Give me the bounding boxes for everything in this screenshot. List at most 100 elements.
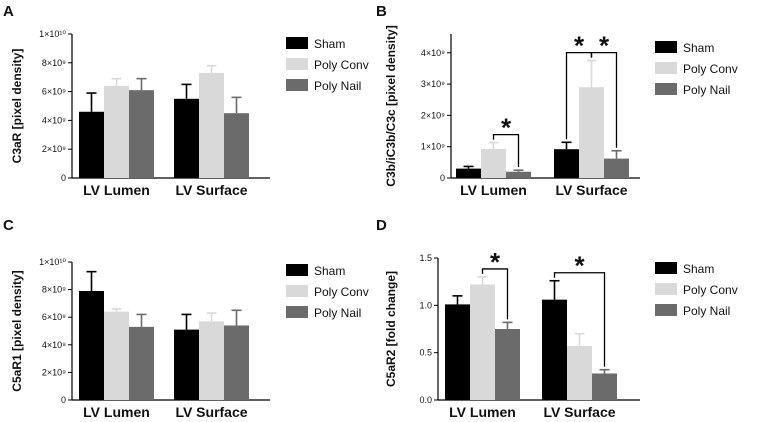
legend-label: Poly Conv	[314, 285, 369, 299]
chart-panel-d: D C5aR2 [fold change] 0.0 0.5 1.0 1.5 LV Lumen…	[376, 217, 738, 420]
bar-poly-conv	[199, 321, 224, 400]
y-tick-label: 0	[61, 395, 66, 405]
y-axis-label: C3b/iC3b/C3c [pixel density]	[384, 25, 398, 186]
x-tick-label: LV Surface	[175, 404, 247, 420]
y-tick-label: 8×10⁹	[42, 58, 66, 68]
legend-swatch	[655, 304, 677, 316]
bar-poly-conv	[567, 346, 592, 400]
legend-swatch	[286, 306, 308, 318]
bar-poly-nail	[506, 171, 531, 178]
chart-panel-a: A C3aR [pixel density] 0 2×10⁹ 4×10⁹ 6×10⁹ 8×1…	[3, 3, 369, 198]
bar-sham	[79, 111, 104, 178]
legend-label: Poly Nail	[314, 306, 361, 320]
bar-poly-conv	[470, 284, 495, 400]
legend-swatch	[286, 58, 308, 70]
bar-poly-nail	[495, 329, 520, 400]
y-tick-label: 3×10⁹	[421, 79, 445, 89]
chart-panel-c: C C5aR1 [pixel density] 0 2×10⁹ 4×10⁹ 6×10⁹ 8×…	[3, 217, 369, 420]
bar-poly-nail	[592, 373, 617, 400]
y-axis-label: C5aR1 [pixel density]	[10, 270, 24, 391]
bar-poly-nail	[224, 113, 249, 178]
significance-bracket	[553, 272, 606, 367]
legend-swatch	[286, 37, 308, 49]
panel-label-a: A	[3, 3, 14, 20]
significance-star: *	[574, 31, 585, 61]
legend-swatch	[286, 264, 308, 276]
significance-star: *	[599, 31, 610, 61]
y-tick-label: 0	[440, 173, 445, 183]
y-tick-label: 6×10⁹	[42, 87, 66, 97]
y-tick-label: 4×10⁹	[421, 48, 445, 58]
bar-sham	[174, 329, 199, 400]
significance-star: *	[574, 251, 585, 281]
y-tick-label: 1.5	[419, 253, 432, 263]
y-axis-label: C3aR [pixel density]	[10, 49, 24, 164]
x-tick-label: LV Lumen	[83, 182, 150, 198]
legend-label: Sham	[683, 41, 714, 55]
x-tick-label: LV Lumen	[449, 404, 516, 420]
legend: Sham Poly Conv Poly Nail	[286, 264, 369, 320]
legend-label: Poly Nail	[314, 79, 361, 93]
x-tick-label: LV Surface	[555, 182, 627, 198]
legend-swatch	[655, 83, 677, 95]
y-tick-label: 1.0	[419, 300, 432, 310]
legend-swatch	[286, 285, 308, 297]
bar-sham	[445, 304, 470, 400]
x-tick-label: LV Lumen	[460, 182, 527, 198]
y-tick-label: 2×10⁹	[42, 144, 66, 154]
bar-sham	[79, 290, 104, 400]
legend-label: Poly Nail	[683, 304, 730, 318]
y-tick-label: 8×10⁹	[42, 285, 66, 295]
bar-sham	[554, 149, 579, 178]
legend-label: Poly Nail	[683, 83, 730, 97]
bar-poly-nail	[129, 326, 154, 400]
bar-poly-nail	[604, 158, 629, 178]
legend-swatch	[655, 262, 677, 274]
y-tick-label: 2×10⁹	[42, 367, 66, 377]
legend-label: Poly Conv	[683, 62, 738, 76]
significance-bracket	[481, 268, 509, 320]
panel-label-d: D	[376, 217, 387, 234]
y-tick-label: 1×10¹⁰	[39, 29, 66, 39]
bar-poly-conv	[104, 311, 129, 400]
x-tick-label: LV Surface	[175, 182, 247, 198]
legend-swatch	[655, 283, 677, 295]
legend-swatch	[286, 79, 308, 91]
y-tick-label: 4×10⁹	[42, 115, 66, 125]
bar-poly-conv	[579, 87, 604, 178]
x-tick-label: LV Surface	[543, 404, 615, 420]
bar-poly-conv	[104, 85, 129, 178]
legend-swatch	[655, 62, 677, 74]
legend-label: Poly Conv	[314, 58, 369, 72]
y-tick-label: 6×10⁹	[42, 312, 66, 322]
bar-poly-conv	[199, 72, 224, 178]
y-axis-label: C5aR2 [fold change]	[384, 271, 398, 387]
legend: Sham Poly Conv Poly Nail	[655, 41, 738, 97]
legend-label: Sham	[683, 262, 714, 276]
x-tick-label: LV Lumen	[83, 404, 150, 420]
significance-star: *	[501, 113, 512, 143]
bar-poly-nail	[224, 325, 249, 400]
legend-label: Poly Conv	[683, 283, 738, 297]
significance-bracket	[492, 133, 520, 168]
significance-star: *	[490, 247, 501, 277]
y-tick-label: 0	[61, 173, 66, 183]
y-tick-label: 1×10¹⁰	[39, 257, 66, 267]
bar-sham	[542, 299, 567, 400]
significance-bracket	[590, 51, 618, 148]
y-tick-label: 4×10⁹	[42, 340, 66, 350]
y-tick-label: 0.0	[419, 395, 432, 405]
legend-label: Sham	[314, 37, 345, 51]
chart-panel-b: B C3b/iC3b/C3c [pixel density] 0 1×10⁹ 2×10⁹…	[376, 3, 738, 198]
legend: Sham Poly Conv Poly Nail	[286, 37, 369, 93]
bar-sham	[174, 98, 199, 178]
panel-label-b: B	[376, 3, 387, 20]
bar-sham	[456, 168, 481, 178]
bar-poly-conv	[481, 148, 506, 178]
panel-label-c: C	[3, 217, 14, 234]
legend: Sham Poly Conv Poly Nail	[655, 262, 738, 318]
y-tick-label: 2×10⁹	[421, 110, 445, 120]
legend-label: Sham	[314, 264, 345, 278]
legend-swatch	[655, 41, 677, 53]
